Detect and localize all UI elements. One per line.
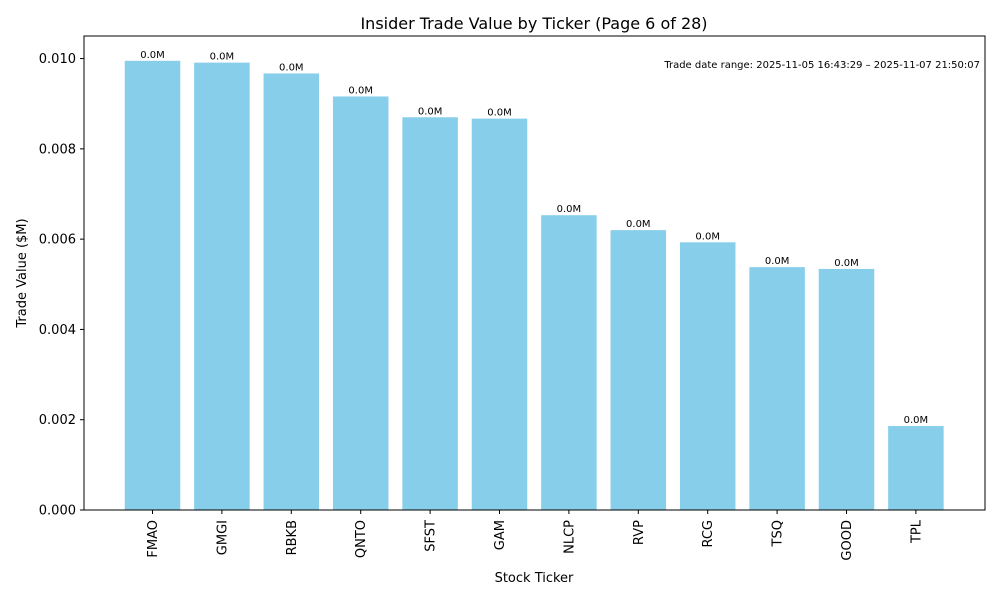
data-label-rbkb: 0.0M — [279, 62, 304, 73]
x-tick-label-qnto: QNTO — [354, 520, 369, 558]
x-tick-label-sfst: SFST — [424, 520, 439, 552]
bar-nlcp — [541, 215, 597, 510]
x-tick-label-gam: GAM — [493, 520, 508, 550]
data-label-sfst: 0.0M — [418, 106, 443, 117]
bar-sfst — [402, 117, 458, 510]
y-axis-label: Trade Value ($M) — [15, 218, 30, 328]
x-tick-label-rbkb: RBKB — [285, 520, 300, 555]
data-label-nlcp: 0.0M — [557, 204, 582, 215]
x-tick-label-tpl: TPL — [909, 519, 924, 544]
y-tick-label: 0.008 — [39, 142, 76, 157]
y-tick-label: 0.006 — [39, 233, 76, 248]
x-tick-label-tsq: TSQ — [771, 520, 786, 547]
data-label-gmgi: 0.0M — [210, 52, 235, 63]
bar-rbkb — [263, 73, 320, 511]
x-tick-label-rvp: RVP — [632, 520, 647, 545]
x-axis: FMAO GMGI RBKB QNTO SFST GAM NLCP RVP RCG TSQ GOOD… — [146, 510, 924, 561]
data-label-rvp: 0.0M — [626, 219, 651, 230]
chart-title: Insider Trade Value by Ticker (Page 6 of… — [360, 14, 707, 33]
bar-rvp — [610, 230, 667, 510]
y-tick-label: 0.004 — [39, 323, 76, 338]
data-label-tpl: 0.0M — [904, 415, 929, 426]
data-label-qnto: 0.0M — [348, 85, 373, 96]
date-range-annotation: Trade date range: 2025-11-05 16:43:29 – … — [663, 60, 980, 71]
x-tick-label-good: GOOD — [840, 520, 855, 561]
data-label-rcg: 0.0M — [695, 231, 720, 242]
x-tick-label-nlcp: NLCP — [562, 520, 577, 554]
y-tick-label: 0.002 — [39, 413, 76, 428]
bar-gam — [471, 118, 528, 511]
y-axis: 0.000 0.002 0.004 0.006 0.008 0.010 — [39, 52, 84, 519]
data-label-good: 0.0M — [834, 258, 859, 269]
plot-frame — [83, 35, 986, 511]
x-axis-label: Stock Ticker — [495, 571, 574, 586]
data-labels-layer: 0.0M 0.0M 0.0M 0.0M 0.0M 0.0M 0.0M 0.0M 0.0M 0.0M… — [140, 50, 928, 426]
bar-fmao — [124, 60, 181, 510]
data-label-fmao: 0.0M — [140, 50, 165, 61]
bar-tpl — [888, 426, 944, 510]
bar-tsq — [749, 267, 805, 510]
x-tick-label-rcg: RCG — [701, 520, 716, 548]
bar-rcg — [679, 242, 736, 510]
bar-good — [818, 268, 875, 510]
y-tick-label: 0.000 — [39, 504, 76, 519]
bar-qnto — [332, 96, 389, 511]
bar-gmgi — [194, 62, 250, 511]
x-tick-label-fmao: FMAO — [146, 520, 161, 558]
y-tick-label: 0.010 — [39, 52, 76, 67]
x-tick-label-gmgi: GMGI — [215, 520, 230, 555]
data-label-tsq: 0.0M — [765, 256, 790, 267]
bars-layer — [124, 60, 944, 511]
data-label-gam: 0.0M — [487, 108, 512, 119]
